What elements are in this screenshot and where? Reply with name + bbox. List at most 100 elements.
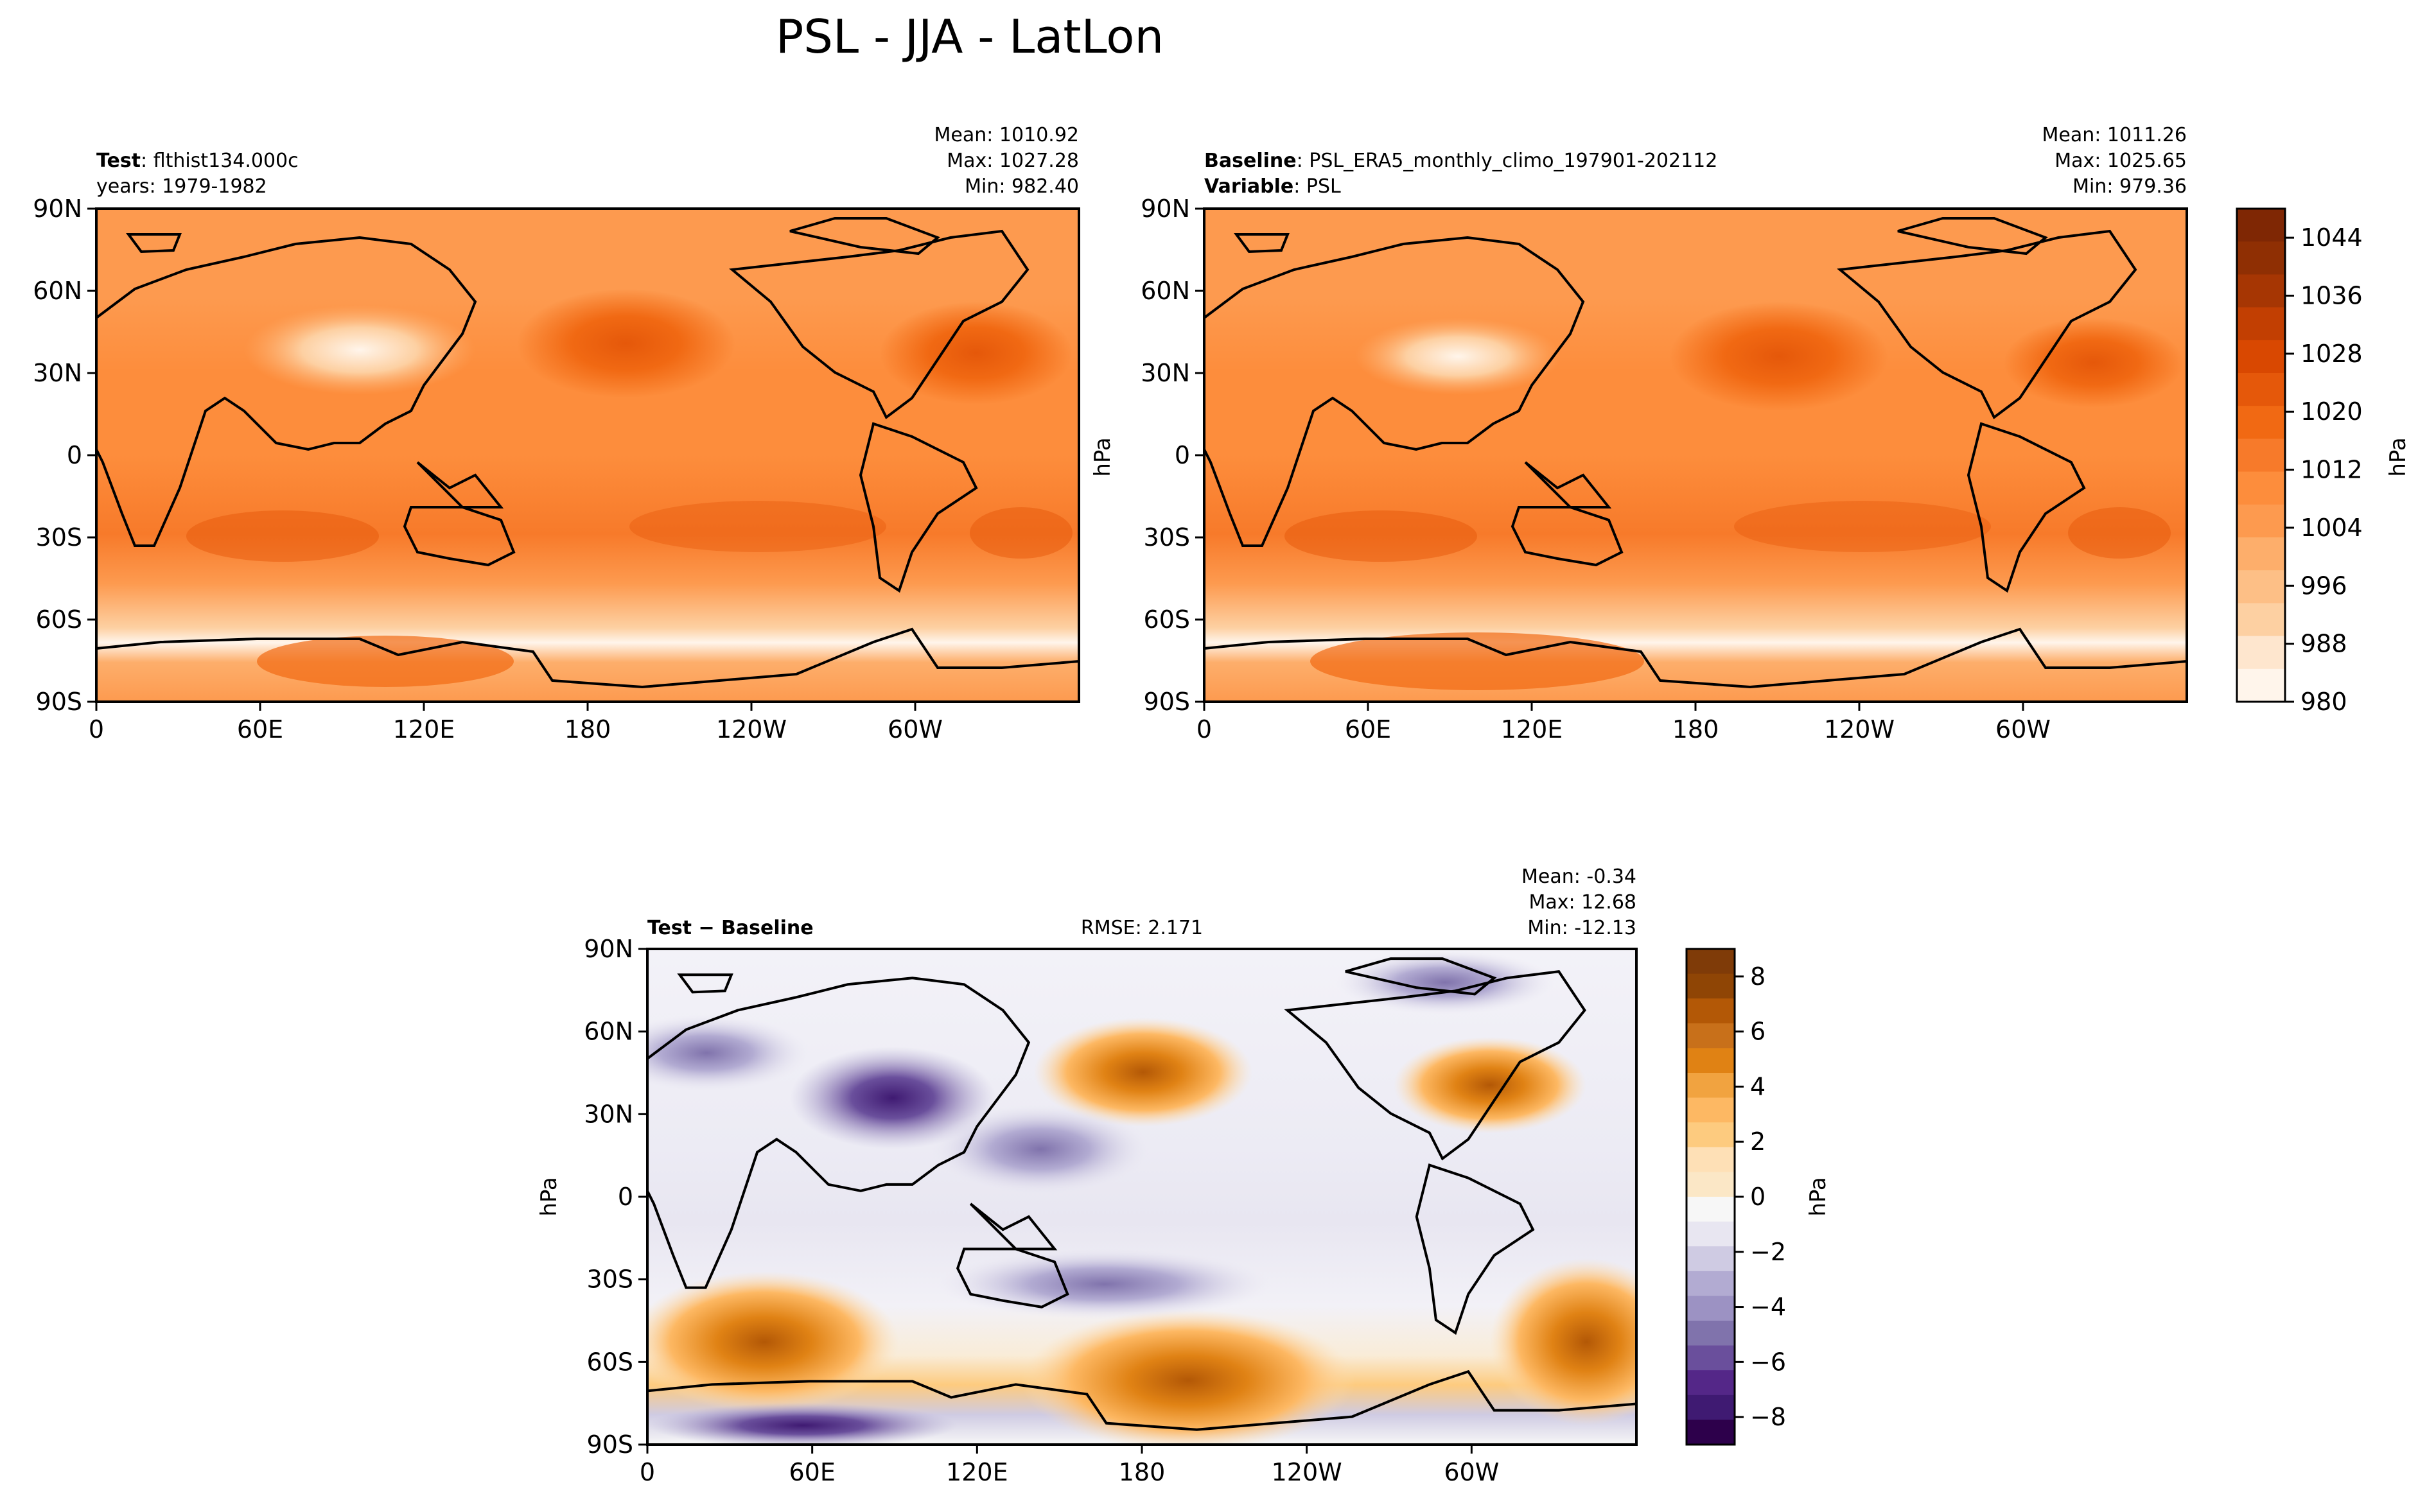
diff-label: Test − Baseline [647,917,814,939]
diff-colorbar-tick-label-8: −8 [1750,1403,1786,1431]
diff-colorbar-swatch-2 [1687,998,1735,1024]
top-colorbar-swatch-9 [2237,504,2285,538]
test-label-value: flthist134.000c [153,150,299,172]
diff-colorbar-swatch-18 [1687,1395,1735,1420]
baseline-axis-ticks: 0 60E 120E 180 120W 60W 90N 60N 30N 0 30S 60S 90S [1141,195,2051,743]
baseline-ytick-label-1: 60N [1141,277,1190,305]
diff-colorbar-swatch-7 [1687,1122,1735,1148]
baseline-ytick-label-5: 60S [1144,605,1190,634]
diff-colorbar-tick-label-6: −4 [1750,1293,1786,1321]
figure-title: PSL - JJA - LatLon [776,10,1164,64]
diff-colorbar: 8 6 4 2 0 −2 −4 −6 −8 hPa [1685,948,1831,1446]
diff-xtick-label-2: 120E [946,1458,1008,1486]
diff-colorbar-swatch-14 [1687,1296,1735,1321]
top-colorbar-swatch-7 [2237,439,2285,473]
baseline-min: Min: 979.36 [2072,175,2187,198]
diff-ytick-label-2: 30N [584,1100,633,1128]
test-ytick-label-2: 30N [33,359,82,387]
diff-colorbar-label: hPa [1805,1177,1831,1216]
diff-colorbar-swatch-5 [1687,1073,1735,1099]
top-colorbar-tick-label-8: 1044 [2300,223,2363,252]
diff-xtick-label-3: 180 [1119,1458,1166,1486]
diff-colorbar-swatch-13 [1687,1271,1735,1296]
baseline-xtick-label-0: 0 [1196,715,1212,743]
diff-colorbar-tick-label-4: 0 [1750,1183,1765,1211]
diff-xtick-label-1: 60E [789,1458,835,1486]
test-xtick-label-1: 60E [237,715,283,743]
baseline-xtick-label-1: 60E [1345,715,1391,743]
top-colorbar-swatch-4 [2237,340,2285,374]
top-colorbar-tick-label-5: 1020 [2300,397,2363,426]
svg-text:Test: flthist134.000c: Test: flthist134.000c [96,150,299,172]
diff-panel: Test − Baseline RMSE: 2.171 Mean: -0.34 … [536,865,1638,1486]
top-colorbar-swatch-5 [2237,373,2285,406]
diff-xtick-label-0: 0 [640,1458,655,1486]
test-mean: Mean: 1010.92 [934,124,1079,146]
svg-text:Variable: PSL: Variable: PSL [1204,175,1341,198]
top-colorbar-tick-label-0: 980 [2300,688,2347,716]
top-colorbar-swatch-11 [2237,570,2285,604]
baseline-variable-bold: Variable [1204,175,1293,198]
top-colorbar-tick-label-7: 1036 [2300,282,2363,310]
diff-ytick-label-1: 60N [584,1018,633,1046]
test-xtick-label-2: 120E [393,715,455,743]
diff-colorbar-swatch-11 [1687,1221,1735,1247]
diff-colorbar-swatch-0 [1687,949,1735,975]
diff-ytick-label-0: 90N [584,935,633,963]
svg-text:Baseline: PSL_ERA5_monthly_cli: Baseline: PSL_ERA5_monthly_climo_197901-… [1204,150,1717,172]
diff-colorbar-tick-label-0: 8 [1750,962,1765,991]
top-colorbar-swatch-6 [2237,406,2285,439]
top-colorbar-swatch-12 [2237,603,2285,637]
top-colorbar-tick-label-6: 1028 [2300,340,2363,368]
top-colorbar-tick-label-1: 988 [2300,630,2347,658]
diff-colorbar-swatch-12 [1687,1246,1735,1272]
test-xtick-label-4: 120W [716,715,787,743]
diff-colorbar-tick-label-5: −2 [1750,1238,1786,1266]
baseline-ytick-label-3: 0 [1175,441,1190,469]
test-ytick-label-0: 90N [33,195,82,223]
baseline-xtick-label-5: 60W [1995,715,2051,743]
baseline-field [1204,209,2187,702]
baseline-ylabel: hPa [1090,437,1116,476]
baseline-label-bold: Baseline [1204,150,1297,172]
top-colorbar-swatch-3 [2237,307,2285,341]
diff-colorbar-tick-label-2: 4 [1750,1072,1765,1100]
diff-ytick-label-6: 90S [587,1430,633,1459]
diff-max: Max: 12.68 [1529,891,1636,914]
baseline-ytick-label-2: 30N [1141,359,1190,387]
test-ytick-label-4: 30S [36,523,82,552]
baseline-ytick-label-0: 90N [1141,195,1190,223]
test-ytick-label-1: 60N [33,277,82,305]
diff-colorbar-swatch-17 [1687,1370,1735,1396]
top-colorbar-tick-label-3: 1004 [2300,514,2363,542]
diff-colorbar-swatch-1 [1687,973,1735,999]
baseline-mean: Mean: 1011.26 [2042,124,2187,146]
baseline-xtick-label-3: 180 [1672,715,1719,743]
diff-colorbar-swatch-19 [1687,1420,1735,1445]
diff-mean: Mean: -0.34 [1521,865,1636,888]
diff-colorbar-swatch-15 [1687,1321,1735,1346]
diff-ytick-label-5: 60S [587,1348,633,1376]
baseline-panel: Baseline: PSL_ERA5_monthly_climo_197901-… [1090,124,2188,743]
diff-colorbar-swatch-3 [1687,1023,1735,1048]
top-colorbar-swatch-13 [2237,636,2285,670]
diff-min: Min: -12.13 [1527,917,1636,939]
diff-colorbar-swatch-4 [1687,1048,1735,1073]
diff-ytick-label-3: 0 [618,1183,633,1211]
diff-field [647,949,1636,1445]
diff-colorbar-swatch-8 [1687,1147,1735,1172]
test-label-bold: Test [96,150,141,172]
diff-colorbar-tick-label-1: 6 [1750,1018,1765,1046]
test-panel: Test: flthist134.000c years: 1979-1982 M… [33,124,1080,743]
test-xtick-label-3: 180 [565,715,611,743]
baseline-xtick-label-2: 120E [1501,715,1563,743]
test-xtick-label-5: 60W [888,715,943,743]
test-years: years: 1979-1982 [96,175,267,198]
baseline-max: Max: 1025.65 [2055,150,2187,172]
top-colorbar-swatch-8 [2237,471,2285,505]
diff-colorbar-swatch-10 [1687,1197,1735,1222]
test-field [96,209,1079,702]
top-colorbar: 980 988 996 1004 1012 1020 1028 1036 1044 hPa [2236,207,2411,716]
diff-colorbar-swatch-16 [1687,1345,1735,1371]
diff-colorbar-swatch-9 [1687,1172,1735,1197]
